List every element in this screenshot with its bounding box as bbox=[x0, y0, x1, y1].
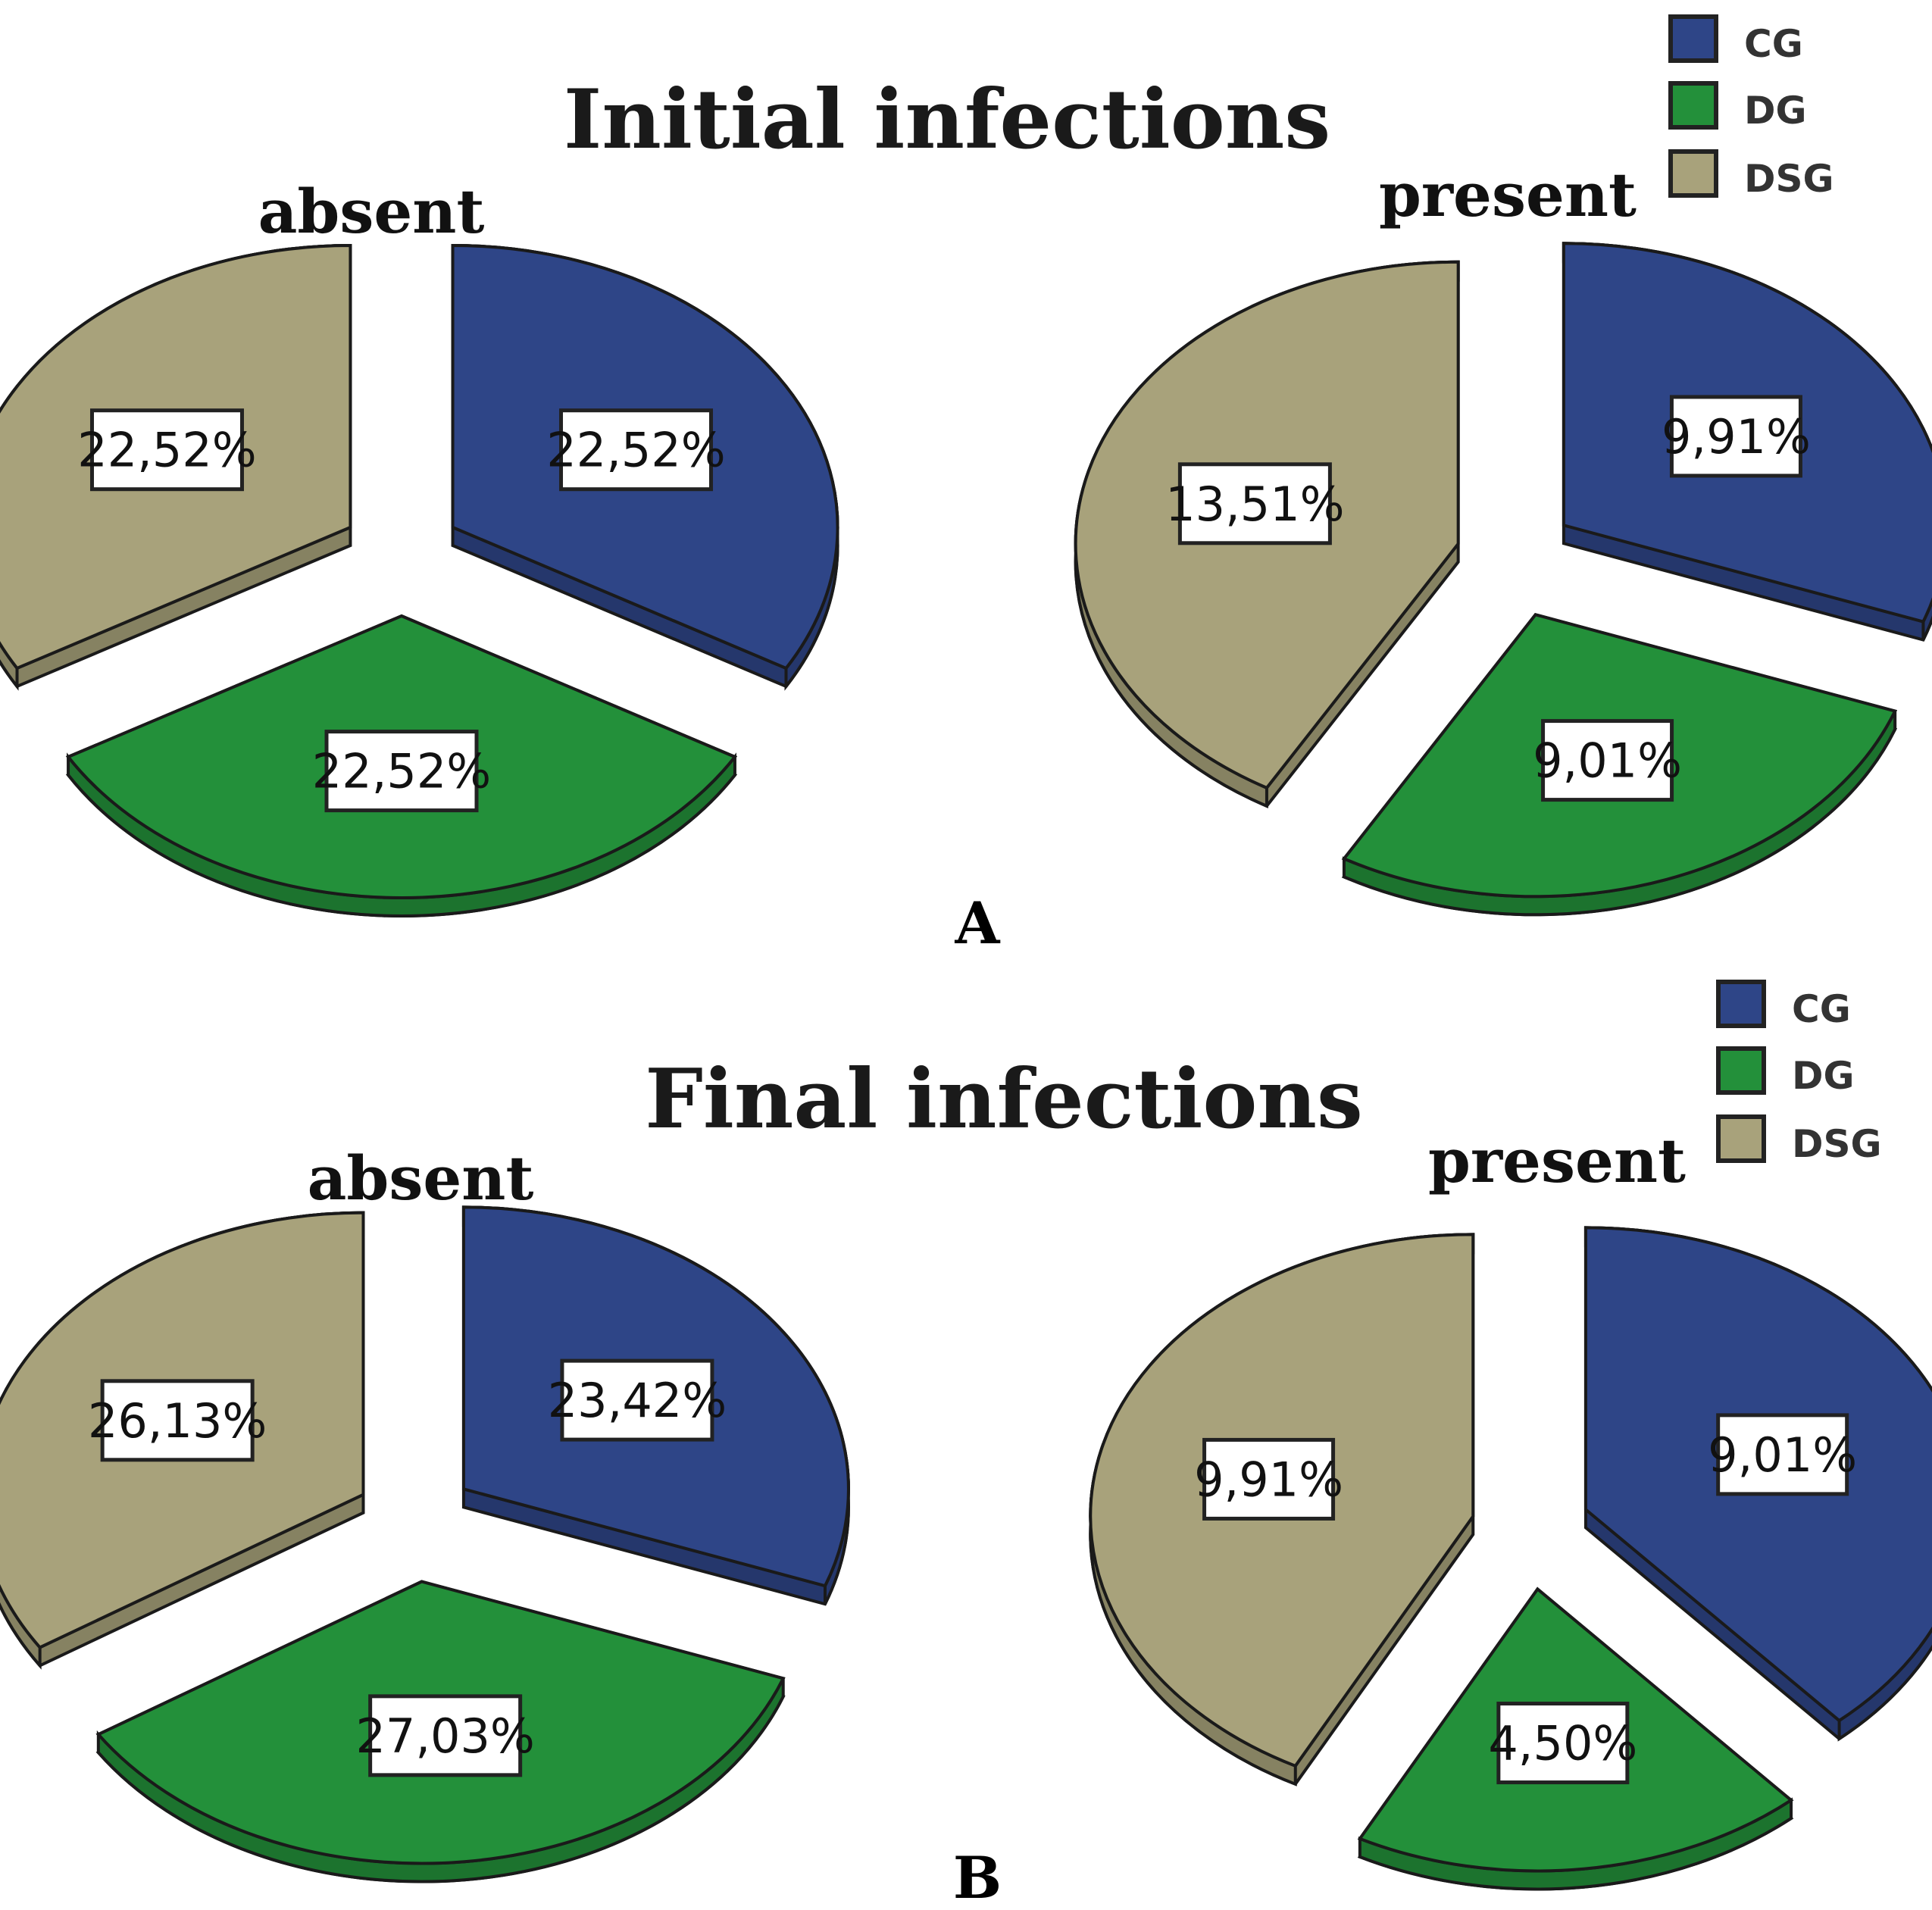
slice-absent-cg-label-box bbox=[560, 1358, 714, 1442]
legend-swatch-dsg bbox=[1716, 1114, 1766, 1163]
legend-label-dg: DG bbox=[1792, 1054, 1855, 1098]
slice-absent-cg-label: 23,42% bbox=[548, 1373, 727, 1428]
slice-absent-dg-label: 22,52% bbox=[312, 744, 491, 799]
slice-present-dg-label: 4,50% bbox=[1488, 1716, 1637, 1771]
slice-present-cg-label: 9,01% bbox=[1708, 1427, 1857, 1483]
slice-present-cg-label-box bbox=[1669, 395, 1802, 478]
pie-absent: 22,52% 22,52% 22,52% bbox=[0, 243, 839, 917]
slice-absent-dsg-label-box bbox=[100, 1379, 255, 1462]
legend-swatch-dsg bbox=[1668, 149, 1718, 198]
panel-b: Final infections absent present 23,42% 27… bbox=[0, 980, 1932, 1910]
slice-present-dsg-label: 13,51% bbox=[1165, 477, 1344, 532]
legend-label-cg: CG bbox=[1744, 22, 1803, 66]
pie-present: 9,01% 4,50% 9,91% bbox=[1089, 1226, 1932, 1891]
pie-absent: 23,42% 27,03% 26,13% bbox=[0, 1205, 850, 1883]
legend-swatch-dg bbox=[1668, 81, 1718, 130]
pie-title-present: present bbox=[1428, 1125, 1686, 1196]
legend-label-dg: DG bbox=[1744, 89, 1807, 133]
legend: CG DG DSG bbox=[1716, 980, 1882, 1166]
panel-label: B bbox=[953, 1844, 1002, 1910]
slice-present-dsg-label-box bbox=[1202, 1437, 1336, 1521]
slice-absent-dg-label-box bbox=[324, 730, 479, 813]
panel-a: Initial infections absent present 22,52%… bbox=[0, 14, 1932, 957]
legend-swatch-dg bbox=[1716, 1046, 1766, 1095]
slice-absent-cg-label-box bbox=[559, 408, 714, 492]
chart-title: Initial infections bbox=[564, 72, 1330, 167]
legend-label-dsg: DSG bbox=[1744, 157, 1834, 201]
pie-title-absent: absent bbox=[308, 1143, 534, 1214]
pie-title-absent: absent bbox=[258, 176, 485, 247]
slice-absent-dsg-label: 26,13% bbox=[88, 1393, 267, 1449]
slice-absent-dsg-label: 22,52% bbox=[77, 423, 256, 478]
slice-absent-dsg-label-box bbox=[89, 408, 244, 492]
slice-absent-dg-label: 27,03% bbox=[355, 1708, 534, 1764]
slice-present-cg-label-box bbox=[1716, 1413, 1849, 1496]
legend-label-dsg: DSG bbox=[1792, 1122, 1882, 1166]
legend-label-cg: CG bbox=[1792, 987, 1851, 1031]
slice-absent-cg-label: 22,52% bbox=[546, 423, 725, 478]
slice-absent-dg-label-box bbox=[368, 1694, 523, 1777]
chart-title: Final infections bbox=[645, 1052, 1363, 1147]
slice-present-cg-label: 9,91% bbox=[1662, 409, 1811, 464]
pie-title-present: present bbox=[1379, 159, 1637, 230]
slice-present-dg-label: 9,01% bbox=[1533, 733, 1682, 789]
slice-present-dsg-label: 9,91% bbox=[1194, 1452, 1343, 1507]
legend: CG DG DSG bbox=[1668, 14, 1834, 201]
pie-present: 9,91% 9,01% 13,51% bbox=[1074, 242, 1932, 917]
slice-present-dsg-label-box bbox=[1177, 462, 1332, 545]
panel-label: A bbox=[955, 889, 1001, 957]
slice-present-dg-label-box bbox=[1496, 1702, 1630, 1785]
legend-swatch-cg bbox=[1668, 14, 1718, 63]
legend-swatch-cg bbox=[1716, 980, 1766, 1028]
slice-present-dg-label-box bbox=[1541, 719, 1674, 802]
